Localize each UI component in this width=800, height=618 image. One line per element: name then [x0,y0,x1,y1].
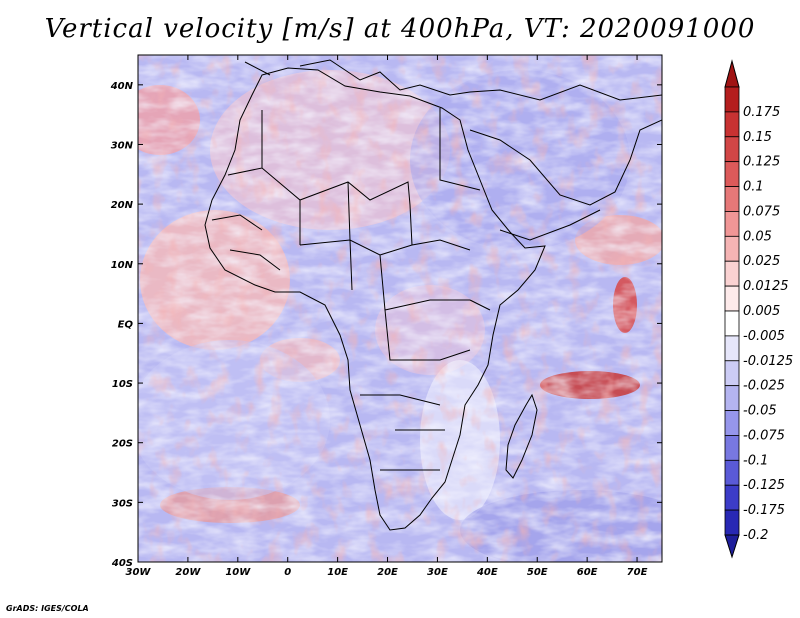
lat-tick-label: 20N [111,200,134,211]
colorbar-level-label: 0.125 [743,155,780,170]
lat-tick-label: 30S [112,498,133,509]
colorbar-swatch [724,484,740,511]
grads-credit: GrADS: IGES/COLA [6,604,89,613]
colorbar-level-label: 0.05 [743,229,772,244]
africa-coastline [204,67,546,531]
lon-tick-label: 60E [577,567,598,578]
colorbar-swatch [724,111,740,138]
colorbar-swatch [724,435,740,461]
colorbar-swatch [724,186,740,212]
colorbar-level-label: 0.1 [743,180,764,195]
axis-ticks: 30W 20W 10W 0 10E 20E 30E 40E 50E 60E 70E 40N 30N 20N… [110,55,662,578]
map-frame [137,54,663,563]
colorbar-swatch [724,136,740,163]
madagascar-coastline [505,393,538,479]
colorbar-level-label: -0.075 [743,428,785,443]
colorbar-swatch [724,335,740,362]
country-borders [204,59,662,531]
colorbar-swatch [724,385,740,411]
lat-tick-label: 40S [111,558,133,569]
lat-tick-label: 30N [111,140,134,151]
arabia-coastline [469,119,662,206]
europe-coastline [244,59,662,101]
colorbar-swatch [724,285,740,312]
colorbar: 0.175 0.15 0.125 0.1 0.075 0.05 0.025 0.0125 0.0… [724,59,793,559]
lat-tick-label: 40N [110,81,134,92]
colorbar-level-label: 0.175 [743,105,780,120]
colorbar-swatch [724,211,740,237]
colorbar-level-label: -0.2 [743,528,768,543]
colorbar-swatch [724,86,740,113]
lat-tick-label: 10N [111,260,134,271]
colorbar-level-label: 0.15 [743,130,772,145]
colorbar-swatch [724,360,740,387]
colorbar-top-arrow [724,59,740,88]
lon-tick-label: 20W [175,567,201,578]
map-title: Vertical velocity [m/s] at 400hPa, VT: 2… [44,14,756,44]
colorbar-level-label: 0.075 [743,204,780,219]
colorbar-swatch [724,161,740,187]
colorbar-level-label: -0.1 [743,453,768,468]
lon-tick-label: 50E [527,567,548,578]
lon-tick-label: 10E [327,567,348,578]
colorbar-level-label: -0.05 [743,404,777,419]
lon-tick-label: 0 [284,567,291,578]
lon-tick-label: 70E [627,567,648,578]
colorbar-swatch [724,410,740,436]
lon-tick-label: 10W [225,567,251,578]
colorbar-level-label: -0.025 [743,379,785,394]
lon-tick-label: 30W [126,567,152,578]
arabia-south-coast [499,209,601,241]
lon-tick-label: 40E [476,567,498,578]
colorbar-swatch [724,509,740,536]
interior-borders [211,108,491,471]
colorbar-swatch [724,235,740,262]
colorbar-level-label: 0.005 [743,304,780,319]
colorbar-swatch [724,260,740,287]
lon-tick-label: 30E [427,567,448,578]
colorbar-level-label: 0.0125 [743,279,789,294]
colorbar-level-label: -0.005 [743,329,785,344]
vertical-velocity-field [138,55,662,562]
colorbar-level-label: -0.125 [743,478,785,493]
colorbar-level-label: -0.0125 [743,354,793,369]
colorbar-level-label: -0.175 [743,503,785,518]
lon-tick-label: 20E [377,567,398,578]
lat-tick-label: 20S [112,439,133,450]
colorbar-bottom-arrow [724,534,740,559]
colorbar-swatch [724,310,740,337]
lat-tick-label: 10S [112,379,133,390]
colorbar-swatch [724,459,740,486]
colorbar-level-label: 0.025 [743,254,780,269]
lat-tick-label: EQ [118,319,134,330]
